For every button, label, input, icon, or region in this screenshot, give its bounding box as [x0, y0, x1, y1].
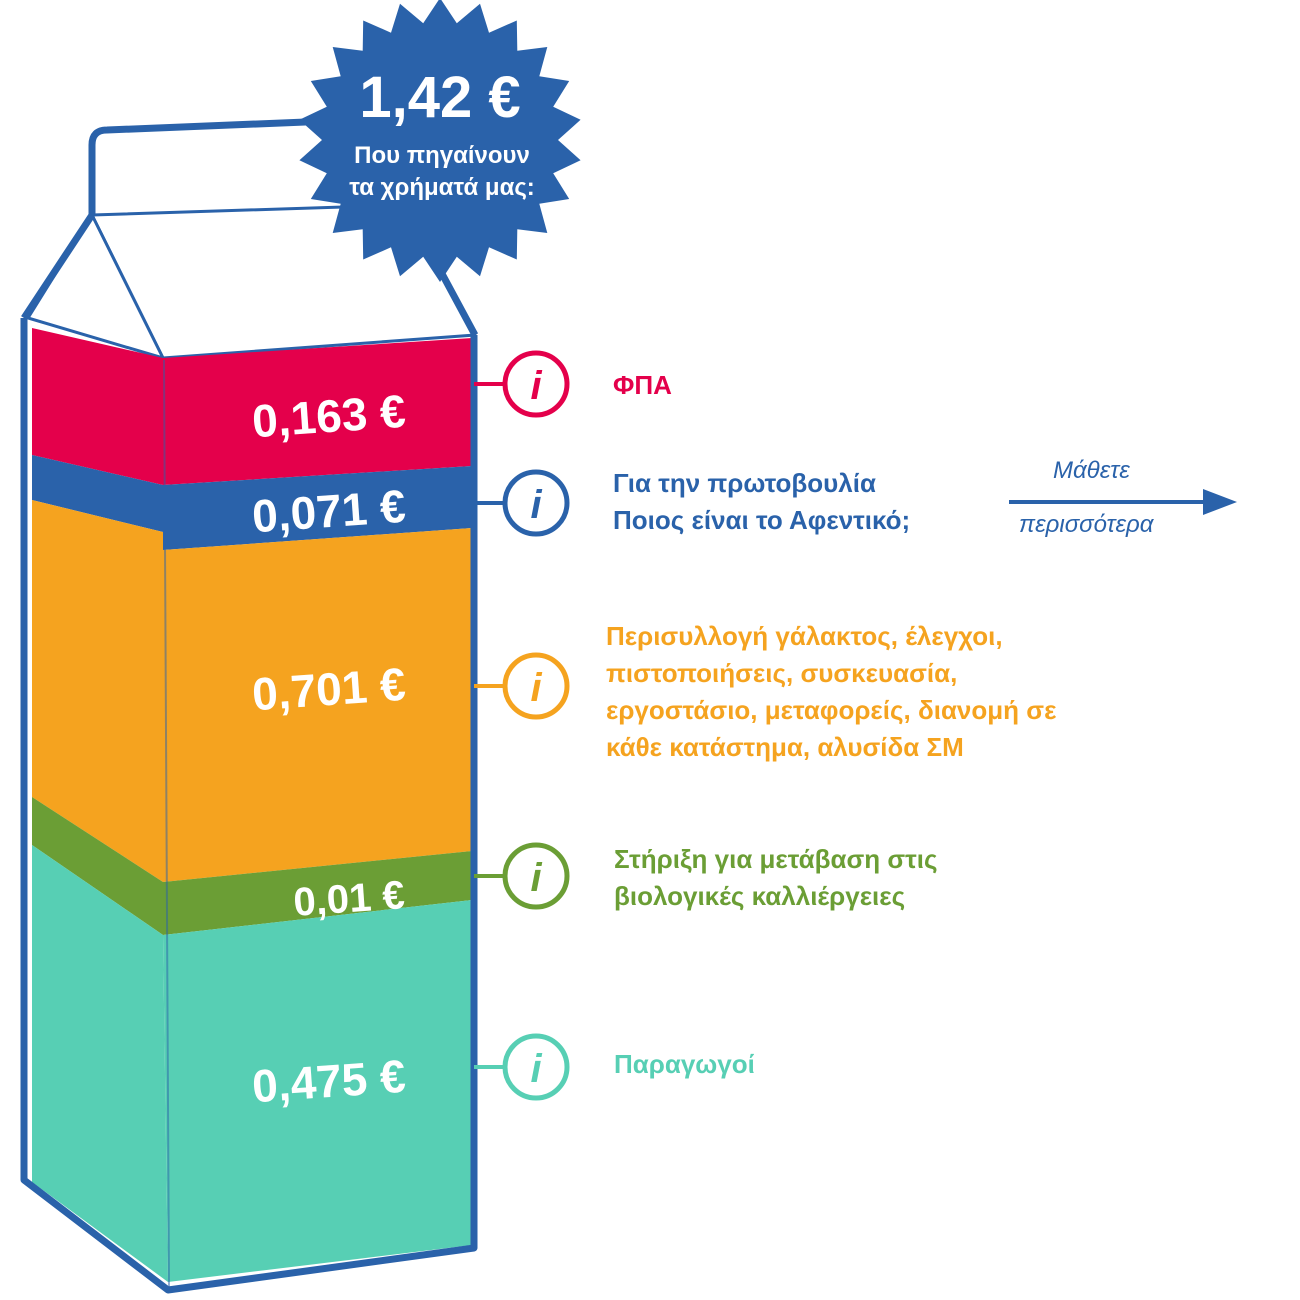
legend-line: Ποιος είναι το Αφεντικό; [613, 505, 911, 535]
value-label-vat: 0,163 € [251, 385, 408, 448]
legend-distribution: Περισυλλογή γάλακτος, έλεγχοι, πιστοποιή… [606, 618, 1056, 766]
legend-line: βιολογικές καλλιέργειες [614, 881, 906, 911]
badge-line-2: τα χρήματά μας: [349, 174, 535, 201]
badge-total: 1,42 € [359, 65, 520, 130]
svg-text:i: i [530, 856, 542, 900]
svg-text:i: i [530, 1047, 542, 1091]
info-callouts: i i i i i [474, 350, 570, 1101]
segment-distribution-front [163, 528, 472, 882]
info-icon[interactable]: i [502, 469, 570, 537]
learn-more-line-1: Μάθετε [1053, 457, 1130, 484]
svg-text:i: i [530, 483, 542, 527]
carton-outline [20, 318, 478, 1294]
legend-line: Περισυλλογή γάλακτος, έλεγχοι, [606, 621, 1003, 651]
segment-distribution-side [32, 500, 163, 882]
legend-organic: Στήριξη για μετάβαση στις βιολογικές καλ… [614, 841, 938, 915]
legend-line: Παραγωγοί [614, 1049, 755, 1079]
value-label-distribution: 0,701 € [251, 658, 408, 721]
badge-starburst-shape [299, 0, 581, 282]
carton-edge [163, 359, 170, 1289]
segment-producers-front [163, 900, 472, 1282]
legend-vat: ΦΠΑ [613, 367, 672, 404]
legend-line: ΦΠΑ [613, 370, 672, 400]
svg-text:i: i [530, 364, 542, 408]
value-label-producers: 0,475 € [251, 1050, 408, 1113]
legend-initiative: Για την πρωτοβουλία Ποιος είναι το Αφεντ… [613, 465, 910, 539]
learn-more-line-2: περισσότερα [1019, 511, 1154, 538]
segment-organic-side [32, 797, 163, 935]
segment-initiative-side [32, 455, 163, 532]
info-icon[interactable]: i [502, 1033, 570, 1101]
arrow-right-icon [1009, 489, 1237, 515]
segment-organic-front [163, 851, 472, 935]
info-icon[interactable]: i [502, 652, 570, 720]
segment-vat-side [32, 328, 163, 485]
value-label-initiative: 0,071 € [251, 480, 408, 543]
info-icon[interactable]: i [502, 842, 570, 910]
info-icon[interactable]: i [502, 350, 570, 418]
price-badge: 1,42 € Που πηγαίνουν τα χρήματά μας: [299, 0, 581, 282]
legend-line: Στήριξη για μετάβαση στις [614, 844, 938, 874]
value-label-organic: 0,01 € [292, 873, 406, 925]
legend-line: Για την πρωτοβουλία [613, 468, 876, 498]
legend-line: κάθε κατάστημα, αλυσίδα ΣΜ [606, 732, 964, 762]
badge-line-1: Που πηγαίνουν [354, 142, 530, 169]
segment-vat-front [163, 338, 472, 485]
svg-text:i: i [530, 666, 542, 710]
legend-producers: Παραγωγοί [614, 1046, 755, 1083]
carton-segments [32, 328, 472, 1282]
carton-handle [88, 114, 406, 215]
segment-producers-side [32, 845, 168, 1282]
learn-more-link[interactable]: Μάθετε περισσότερα [1005, 455, 1240, 545]
legend-line: πιστοποιήσεις, συσκευασία, [606, 658, 958, 688]
legend-line: εργοστάσιο, μεταφορείς, διανομή σε [606, 695, 1057, 725]
segment-initiative-front [163, 466, 472, 550]
